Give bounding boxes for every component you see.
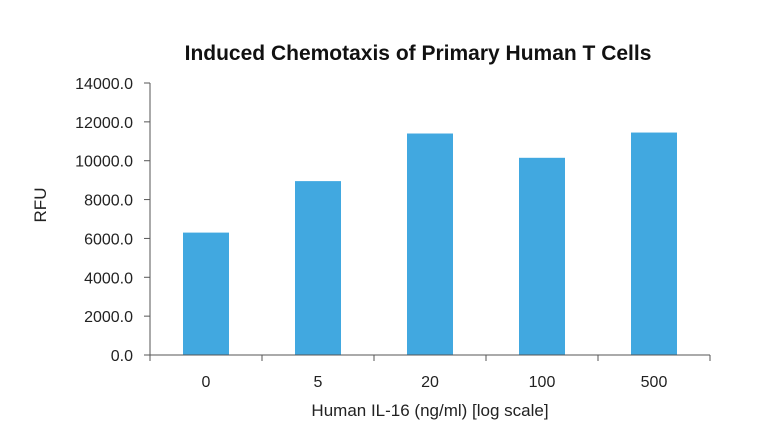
y-tick-label: 2000.0	[84, 309, 133, 326]
y-axis-label: RFU	[31, 188, 50, 223]
x-tick-label: 500	[641, 374, 668, 391]
y-tick-label: 14000.0	[75, 76, 133, 93]
y-tick-label: 10000.0	[75, 154, 133, 171]
bar-100	[519, 157, 565, 355]
y-tick-label: 12000.0	[75, 115, 133, 132]
chart-title: Induced Chemotaxis of Primary Human T Ce…	[185, 42, 652, 65]
bar-20	[407, 133, 453, 355]
x-tick-label: 0	[202, 374, 211, 391]
x-tick-label: 100	[529, 374, 556, 391]
y-axis-ticks: 0.0 2000.0 4000.0 6000.0 8000.0 10000.0 12000.…	[75, 76, 150, 365]
bar-0	[183, 232, 229, 355]
y-tick-label: 6000.0	[84, 231, 133, 248]
x-axis-label: Human IL-16 (ng/ml) [log scale]	[311, 401, 548, 420]
bars	[183, 132, 677, 355]
x-axis-ticks: 0 5 20 100 500	[149, 355, 711, 391]
x-tick-label: 20	[421, 374, 439, 391]
bar-500	[631, 132, 677, 355]
x-tick-label: 5	[314, 374, 323, 391]
y-tick-label: 8000.0	[84, 193, 133, 210]
y-tick-label: 0.0	[111, 348, 133, 365]
y-tick-label: 4000.0	[84, 270, 133, 287]
bar-5	[295, 181, 341, 355]
